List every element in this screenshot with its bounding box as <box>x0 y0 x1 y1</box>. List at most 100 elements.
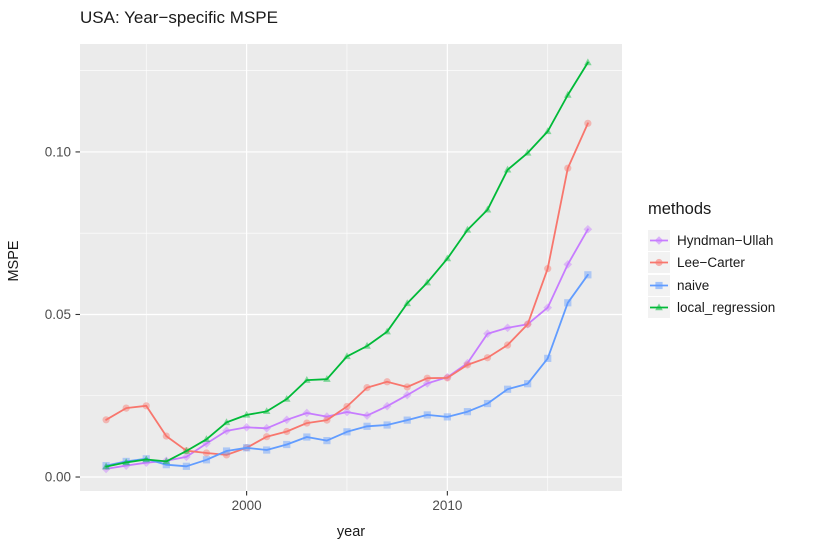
chart-title: USA: Year−specific MSPE <box>80 8 278 27</box>
y-tick-label: 0.10 <box>45 144 71 159</box>
y-axis-title: MSPE <box>6 240 22 282</box>
data-point-triangle <box>282 394 291 402</box>
data-point-diamond <box>422 379 432 388</box>
x-tick-label: 2010 <box>432 498 462 513</box>
data-point-circle <box>584 119 592 127</box>
data-point-diamond <box>402 390 412 400</box>
legend-item-hyndman-ullah: Hyndman−Ullah <box>648 229 775 252</box>
data-point-square <box>102 462 110 470</box>
legend-item-naive: naive <box>648 274 775 297</box>
data-point-triangle <box>202 435 211 443</box>
data-point-triangle <box>423 278 432 286</box>
data-point-square <box>162 461 170 469</box>
data-point-square <box>524 380 532 388</box>
data-point-circle <box>423 374 431 382</box>
data-point-circle <box>202 449 211 457</box>
data-point-square <box>363 422 371 430</box>
legend-label: Lee−Carter <box>677 255 745 271</box>
legend-title: methods <box>648 200 712 218</box>
data-point-diamond <box>182 452 191 462</box>
data-point-triangle <box>343 352 351 360</box>
data-point-square <box>383 421 391 429</box>
data-point-circle <box>303 419 311 427</box>
data-point-square <box>423 411 431 419</box>
legend-item-lee-carter: Lee−Carter <box>648 252 775 275</box>
data-point-circle <box>102 416 110 424</box>
data-point-square <box>483 399 492 408</box>
data-point-triangle <box>383 327 391 335</box>
legend-label: naive <box>677 277 710 293</box>
data-point-square <box>243 444 251 452</box>
x-axis-title: year <box>336 524 366 540</box>
data-point-square <box>323 437 331 445</box>
legend-entries: Hyndman−Ullah Lee−Carter naive local_regres… <box>648 229 775 319</box>
data-point-diamond <box>222 426 231 436</box>
data-point-square <box>343 428 351 436</box>
data-point-square <box>403 416 411 424</box>
legend-label: Hyndman−Ullah <box>677 232 774 248</box>
data-point-triangle <box>102 462 110 470</box>
data-point-square <box>584 271 592 279</box>
data-point-triangle <box>262 407 271 415</box>
data-point-diamond <box>282 415 292 425</box>
legend-key-diamond-icon <box>648 229 670 251</box>
data-point-square <box>202 456 211 464</box>
data-point-square <box>544 354 552 362</box>
data-point-circle <box>323 416 331 424</box>
legend-key-triangle-icon <box>648 297 670 319</box>
data-point-circle <box>363 384 371 392</box>
data-point-diamond <box>342 407 352 417</box>
data-point-circle <box>503 341 512 349</box>
data-point-square <box>283 440 291 449</box>
series-line-local-regression <box>105 61 589 468</box>
legend-item-local-regression: local_regression <box>648 297 775 320</box>
data-point-square <box>263 446 271 454</box>
y-tick-label: 0.05 <box>45 307 71 322</box>
data-point-square <box>564 299 572 307</box>
data-point-circle <box>524 320 532 328</box>
data-point-diamond <box>543 303 553 312</box>
data-point-square <box>122 457 130 466</box>
data-point-circle <box>283 427 291 436</box>
data-point-square <box>222 447 231 455</box>
data-point-triangle <box>463 225 472 233</box>
data-point-circle <box>142 402 150 410</box>
data-point-square <box>303 433 311 441</box>
data-point-circle <box>443 374 451 382</box>
data-point-diamond <box>503 323 512 333</box>
data-point-circle <box>122 404 130 412</box>
legend: methods Hyndman−Ullah Lee−Carter naive loca… <box>648 200 775 319</box>
data-point-diamond <box>483 329 492 338</box>
x-tick-label: 2000 <box>232 498 262 513</box>
data-point-circle <box>483 354 492 362</box>
data-point-square <box>463 408 472 416</box>
data-point-diamond <box>302 408 312 418</box>
data-point-triangle <box>182 446 191 454</box>
series-line-hyndman-ullah <box>105 228 589 470</box>
data-point-circle <box>162 432 170 440</box>
data-point-circle <box>343 402 351 411</box>
data-point-circle <box>263 433 271 441</box>
legend-key-square-icon <box>648 274 670 296</box>
data-point-diamond <box>583 224 593 234</box>
data-point-circle <box>564 164 572 172</box>
data-point-diamond <box>382 401 392 411</box>
data-point-diamond <box>242 422 251 432</box>
data-point-triangle <box>584 58 592 66</box>
data-point-triangle <box>543 127 552 135</box>
data-point-triangle <box>162 457 171 465</box>
data-point-diamond <box>262 423 272 433</box>
legend-label: local_regression <box>677 300 776 316</box>
data-point-triangle <box>142 455 151 463</box>
data-point-triangle <box>403 299 411 307</box>
data-point-triangle <box>222 418 231 426</box>
data-point-triangle <box>242 410 251 418</box>
data-point-triangle <box>523 148 532 156</box>
data-point-triangle <box>363 341 371 349</box>
plot-panel <box>80 44 622 491</box>
y-tick-label: 0.00 <box>45 470 71 485</box>
data-point-square <box>182 462 190 470</box>
data-point-triangle <box>303 376 311 383</box>
